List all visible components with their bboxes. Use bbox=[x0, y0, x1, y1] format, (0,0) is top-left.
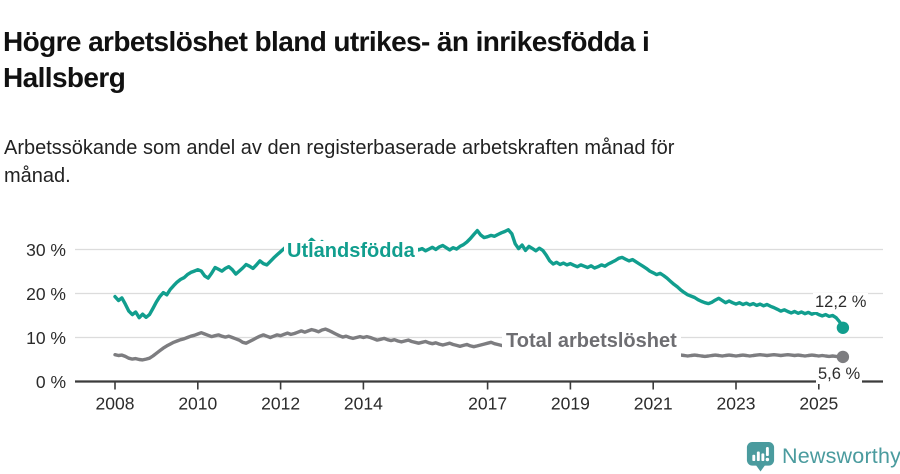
x-axis-tick-label: 2023 bbox=[717, 394, 756, 414]
series-end-dot-total bbox=[836, 350, 850, 364]
exclamation-stem bbox=[765, 446, 769, 457]
x-axis-tick-label: 2008 bbox=[96, 394, 135, 414]
x-axis-tick-label: 2025 bbox=[799, 394, 838, 414]
bar-chart-bar-short bbox=[752, 454, 756, 462]
x-axis-tick-label: 2021 bbox=[634, 394, 673, 414]
series-end-dot-utlandsfodda bbox=[836, 321, 850, 334]
exclamation-dot bbox=[765, 457, 770, 462]
page-title-line2: Hallsberg bbox=[3, 61, 126, 93]
x-axis-tick-label: 2019 bbox=[551, 394, 590, 414]
y-axis-tick-label: 20 % bbox=[26, 284, 66, 304]
series-line-utlandsfodda bbox=[113, 228, 845, 330]
page-title: Högre arbetslöshet bland utrikes- än inr… bbox=[3, 24, 650, 96]
y-axis-tick-label: 30 % bbox=[26, 240, 66, 260]
bar-chart-bar-mid bbox=[756, 451, 760, 462]
x-axis-tick-label: 2017 bbox=[468, 394, 507, 414]
y-axis-tick-label: 10 % bbox=[26, 328, 66, 348]
newsworthy-brand: Newsworthy bbox=[746, 441, 900, 472]
x-axis-tick-label: 2014 bbox=[344, 394, 383, 414]
series-label-utlandsfodda: Utlandsfödda bbox=[284, 241, 418, 264]
page-subtitle-line1: Arbetssökande som andel av den registerb… bbox=[4, 137, 675, 159]
series-label-total-arbetsloshet: Total arbetslöshet bbox=[502, 330, 681, 358]
y-axis-tick-label: 0 % bbox=[36, 372, 66, 392]
speech-bubble-tail bbox=[755, 464, 766, 472]
page-title-line1: Högre arbetslöshet bland utrikes- än inr… bbox=[3, 25, 650, 57]
newsworthy-logo-icon bbox=[746, 442, 775, 472]
newsworthy-brand-text: Newsworthy bbox=[782, 444, 900, 468]
x-axis-tick-label: 2010 bbox=[178, 394, 217, 414]
series-line-total bbox=[113, 327, 845, 362]
speech-bubble-shape bbox=[746, 442, 775, 466]
bar-chart-bar-tall bbox=[761, 453, 765, 462]
end-value-label-utlandsfodda: 12,2 % bbox=[813, 293, 869, 312]
end-value-label-total: 5,6 % bbox=[816, 365, 863, 384]
x-axis-tick-label: 2012 bbox=[261, 394, 300, 414]
page-subtitle: Arbetssökande som andel av den registerb… bbox=[4, 134, 674, 190]
page-subtitle-line2: månad. bbox=[4, 165, 71, 187]
